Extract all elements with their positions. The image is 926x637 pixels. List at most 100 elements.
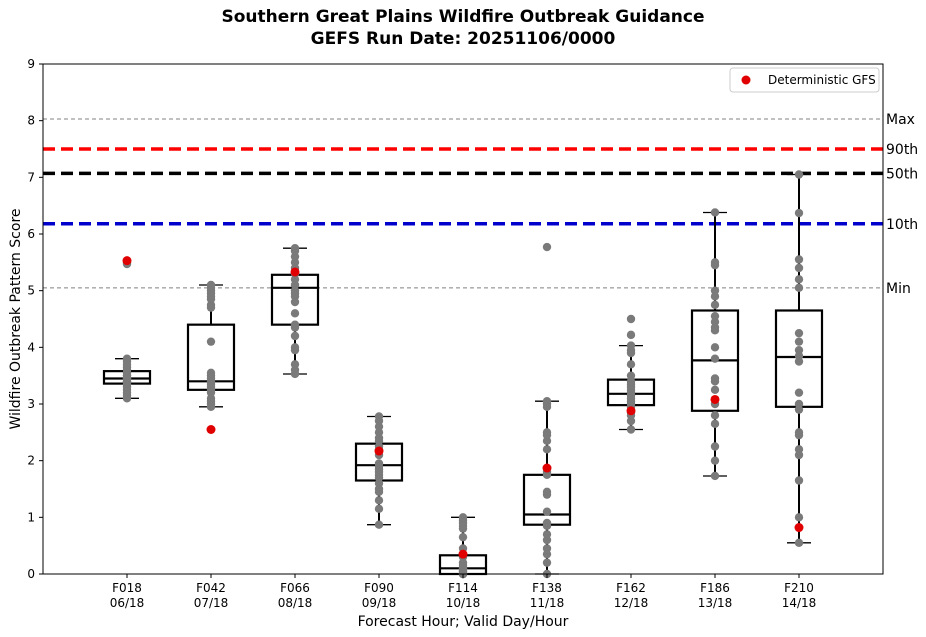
member-point-F066 xyxy=(290,331,300,341)
member-point-F210 xyxy=(794,513,804,522)
x-tick-valid-F042: 07/18 xyxy=(194,596,229,610)
member-point-F042 xyxy=(206,337,216,346)
y-tick-label: 0 xyxy=(27,567,35,581)
x-tick-valid-F138: 11/18 xyxy=(530,596,565,610)
y-tick-label: 4 xyxy=(27,340,35,354)
x-tick-hour-F018: F018 xyxy=(112,581,142,595)
legend-marker xyxy=(741,75,751,85)
member-point-F138 xyxy=(542,436,552,446)
deterministic-point-F210 xyxy=(794,523,804,533)
deterministic-point-F042 xyxy=(206,425,216,434)
x-tick-hour-F162: F162 xyxy=(616,581,646,595)
member-point-F162 xyxy=(626,425,636,434)
x-tick-valid-F066: 08/18 xyxy=(278,596,313,610)
box-F138 xyxy=(522,473,572,526)
member-point-F210 xyxy=(794,208,804,218)
member-point-F114 xyxy=(458,532,468,542)
reference-label-90th: 90th xyxy=(886,142,918,158)
member-point-F210 xyxy=(794,275,804,284)
member-point-F138 xyxy=(542,470,552,480)
y-tick-label: 3 xyxy=(27,397,35,411)
deterministic-point-F186 xyxy=(710,394,720,404)
member-points xyxy=(122,170,804,579)
member-point-F018 xyxy=(122,394,132,403)
member-point-F042 xyxy=(206,303,216,312)
deterministic-point-F162 xyxy=(626,406,636,416)
member-point-F066 xyxy=(290,369,300,379)
plot-frame xyxy=(42,63,884,575)
legend: Deterministic GFS xyxy=(729,67,880,93)
x-tick-valid-F162: 12/18 xyxy=(614,596,649,610)
member-point-F210 xyxy=(794,337,804,346)
y-tick-label: 1 xyxy=(27,510,35,524)
member-point-F210 xyxy=(794,255,804,264)
x-tick-hour-F210: F210 xyxy=(784,581,814,595)
member-point-F210 xyxy=(794,538,804,548)
member-point-F090 xyxy=(374,504,384,514)
member-point-F210 xyxy=(794,357,804,366)
member-point-F138 xyxy=(542,535,552,545)
member-point-F186 xyxy=(710,208,720,217)
member-point-F186 xyxy=(710,419,720,429)
member-point-F186 xyxy=(710,385,720,395)
member-point-F186 xyxy=(710,292,720,301)
reference-label-50th: 50th xyxy=(886,166,918,182)
member-point-F090 xyxy=(374,496,384,505)
deterministic-point-F138 xyxy=(542,463,552,473)
member-point-F186 xyxy=(710,354,720,363)
chart-subtitle: GEFS Run Date: 20251106/0000 xyxy=(311,29,616,49)
deterministic-points xyxy=(122,256,804,559)
x-tick-valid-F210: 14/18 xyxy=(782,596,817,610)
deterministic-point-F066 xyxy=(290,267,300,277)
member-point-F210 xyxy=(794,328,804,338)
member-point-F138 xyxy=(542,445,552,454)
member-point-F138 xyxy=(542,549,552,559)
y-axis-ticks: 0 1 2 3 4 5 6 7 8 9 xyxy=(27,57,43,581)
member-point-F138 xyxy=(542,402,552,412)
member-point-F186 xyxy=(710,456,720,465)
member-point-F210 xyxy=(794,263,804,273)
member-point-F186 xyxy=(710,326,720,335)
member-point-F210 xyxy=(794,450,804,460)
member-point-F210 xyxy=(794,430,804,440)
y-tick-label: 9 xyxy=(27,57,35,71)
member-point-F186 xyxy=(710,442,720,451)
deterministic-point-F090 xyxy=(374,446,384,456)
x-tick-hour-F186: F186 xyxy=(700,581,730,595)
y-tick-label: 6 xyxy=(27,227,35,241)
x-tick-hour-F042: F042 xyxy=(196,581,226,595)
x-tick-hour-F090: F090 xyxy=(364,581,394,595)
member-point-F114 xyxy=(458,524,468,533)
member-point-F066 xyxy=(290,323,300,332)
x-tick-hour-F066: F066 xyxy=(280,581,310,595)
reference-label-max: Max xyxy=(886,112,915,128)
member-point-F138 xyxy=(542,490,552,499)
legend-label: Deterministic GFS xyxy=(768,73,876,87)
member-point-F186 xyxy=(710,411,720,420)
x-axis-label: Forecast Hour; Valid Day/Hour xyxy=(358,614,569,630)
x-tick-valid-F018: 06/18 xyxy=(110,596,145,610)
member-point-F162 xyxy=(626,348,636,358)
x-tick-hour-F138: F138 xyxy=(532,581,562,595)
y-tick-label: 7 xyxy=(27,170,35,184)
y-axis-label: Wildfire Outbreak Pattern Score xyxy=(8,208,24,429)
y-tick-label: 5 xyxy=(27,284,35,298)
legend-box xyxy=(729,67,880,93)
member-point-F042 xyxy=(206,402,216,412)
member-point-F162 xyxy=(626,360,636,369)
y-tick-label: 8 xyxy=(27,114,35,128)
member-point-F090 xyxy=(374,487,384,497)
reference-label-10th: 10th xyxy=(886,217,918,233)
member-point-F210 xyxy=(794,388,804,397)
deterministic-point-F018 xyxy=(122,256,132,266)
member-point-F162 xyxy=(626,330,636,340)
x-tick-valid-F186: 13/18 xyxy=(698,596,733,610)
deterministic-point-F114 xyxy=(458,549,468,559)
member-point-F090 xyxy=(374,520,384,529)
y-tick-label: 2 xyxy=(27,454,35,468)
member-point-F138 xyxy=(542,507,552,516)
reference-label-min: Min xyxy=(886,281,911,297)
member-point-F138 xyxy=(542,521,552,531)
